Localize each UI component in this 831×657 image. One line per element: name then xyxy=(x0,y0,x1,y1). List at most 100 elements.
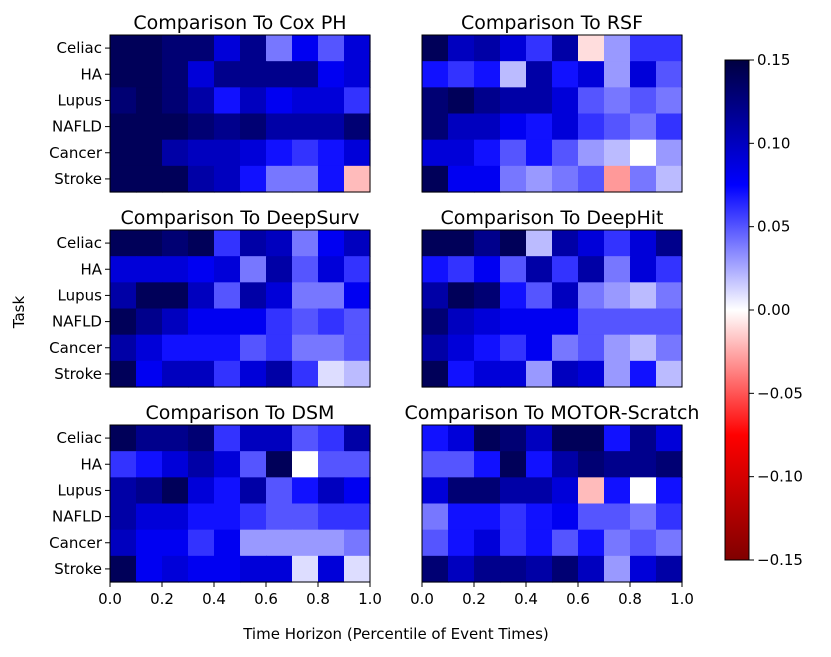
heatmap-cell xyxy=(422,503,449,531)
heatmap-cell xyxy=(474,529,501,557)
heatmap-cell xyxy=(578,113,605,141)
heatmap-cell xyxy=(656,503,683,531)
heatmap-cell xyxy=(500,425,527,452)
heatmap-cell xyxy=(214,360,241,388)
heatmap-cell xyxy=(136,282,163,310)
heatmap-cell xyxy=(448,529,475,557)
heatmap-cell xyxy=(292,87,319,115)
heatmap-cell xyxy=(474,87,501,115)
heatmap-cell xyxy=(136,555,163,583)
heatmap-cell xyxy=(578,87,605,115)
panel-frame xyxy=(421,229,683,388)
heatmap-cell xyxy=(318,529,345,557)
heatmap-cell xyxy=(604,230,631,257)
heatmap-cell xyxy=(110,451,137,478)
heatmap-cell xyxy=(214,256,241,283)
heatmap-cell xyxy=(578,165,605,193)
heatmap-cell xyxy=(656,230,683,257)
heatmap-cell xyxy=(292,451,319,478)
heatmap-cell xyxy=(656,529,683,557)
heatmap-cell xyxy=(136,477,163,505)
heatmap-cell xyxy=(162,529,189,557)
heatmap-cell xyxy=(474,425,501,452)
heatmap-cell xyxy=(344,282,371,310)
heatmap-cell xyxy=(448,282,475,310)
heatmap-cell xyxy=(422,555,449,583)
y-tick-label: Celiac xyxy=(57,234,102,252)
heatmap-cell xyxy=(552,61,579,88)
heatmap-cell xyxy=(318,61,345,88)
heatmap-cell xyxy=(656,334,683,362)
heatmap-cell xyxy=(552,360,579,388)
heatmap-cell xyxy=(630,113,657,141)
x-tick-label: 0.0 xyxy=(410,590,434,608)
heatmap-cell xyxy=(526,87,553,115)
heatmap-cell xyxy=(110,360,137,388)
heatmap-cell xyxy=(630,503,657,531)
x-tick-label: 0.4 xyxy=(202,590,226,608)
heatmap-cell xyxy=(318,35,345,62)
heatmap-cell xyxy=(552,165,579,193)
heatmap-cell xyxy=(318,334,345,362)
x-tick-label: 0.2 xyxy=(150,590,174,608)
heatmap-cell xyxy=(188,230,215,257)
y-tick-label: HA xyxy=(80,65,102,83)
heatmap-cell xyxy=(344,425,371,452)
heatmap-cell xyxy=(500,165,527,193)
colorbar-tick-label: −0.15 xyxy=(757,551,803,569)
colorbar: 0.15 0.10 0.05 0.00 −0.05 −0.10 −0.15 xyxy=(724,51,803,569)
heatmap-cell xyxy=(136,230,163,257)
heatmap-panel: Comparison To DSM Celiac HA Lupus NAFLD Cance… xyxy=(49,402,382,608)
y-tick-label: Stroke xyxy=(54,365,102,383)
panel-frame xyxy=(421,424,683,583)
heatmap-cell xyxy=(448,334,475,362)
heatmap-cell xyxy=(344,165,371,193)
heatmap-cell xyxy=(162,503,189,531)
heatmap-cell xyxy=(474,477,501,505)
heatmap-cell xyxy=(604,139,631,167)
heatmap-cell xyxy=(136,87,163,115)
heatmap-cell xyxy=(578,425,605,452)
heatmap-cell xyxy=(266,35,293,62)
heatmap-cell xyxy=(240,334,267,362)
heatmap-cell xyxy=(526,334,553,362)
heatmap-cell xyxy=(266,503,293,531)
heatmap-cell xyxy=(578,503,605,531)
heatmap-cell xyxy=(604,425,631,452)
heatmap-cell xyxy=(266,425,293,452)
heatmap-cell xyxy=(630,139,657,167)
heatmap-cell xyxy=(318,87,345,115)
heatmap-cell xyxy=(266,61,293,88)
heatmap-cell xyxy=(344,477,371,505)
heatmap-cell xyxy=(604,35,631,62)
heatmap-cell xyxy=(344,555,371,583)
heatmap-cell xyxy=(318,282,345,310)
heatmap-cell xyxy=(578,360,605,388)
heatmap-cell xyxy=(578,139,605,167)
y-tick-label: Stroke xyxy=(54,170,102,188)
heatmap-cell xyxy=(188,165,215,193)
heatmap-cell xyxy=(162,308,189,336)
colorbar-tick-label: 0.15 xyxy=(757,51,790,69)
heatmap-cell xyxy=(344,334,371,362)
heatmap-cell xyxy=(214,477,241,505)
heatmap-cell xyxy=(474,503,501,531)
heatmap-cell xyxy=(162,230,189,257)
heatmap-cell xyxy=(604,256,631,283)
colorbar-tick-label: 0.10 xyxy=(757,134,790,152)
heatmap-cell xyxy=(188,360,215,388)
heatmap-cell xyxy=(656,113,683,141)
heatmap-cell xyxy=(578,334,605,362)
heatmap-cell xyxy=(500,282,527,310)
panel-title: Comparison To RSF xyxy=(461,12,643,34)
heatmap-panel: Comparison To RSF xyxy=(421,12,683,193)
heatmap-cell xyxy=(162,334,189,362)
heatmap-cell xyxy=(292,425,319,452)
heatmap-cell xyxy=(422,61,449,88)
heatmap-cell xyxy=(474,334,501,362)
heatmap-panel: Comparison To DeepHit xyxy=(421,207,683,388)
heatmap-cell xyxy=(656,477,683,505)
heatmap-cell xyxy=(630,308,657,336)
heatmap-cell xyxy=(578,529,605,557)
heatmap-cell xyxy=(266,555,293,583)
